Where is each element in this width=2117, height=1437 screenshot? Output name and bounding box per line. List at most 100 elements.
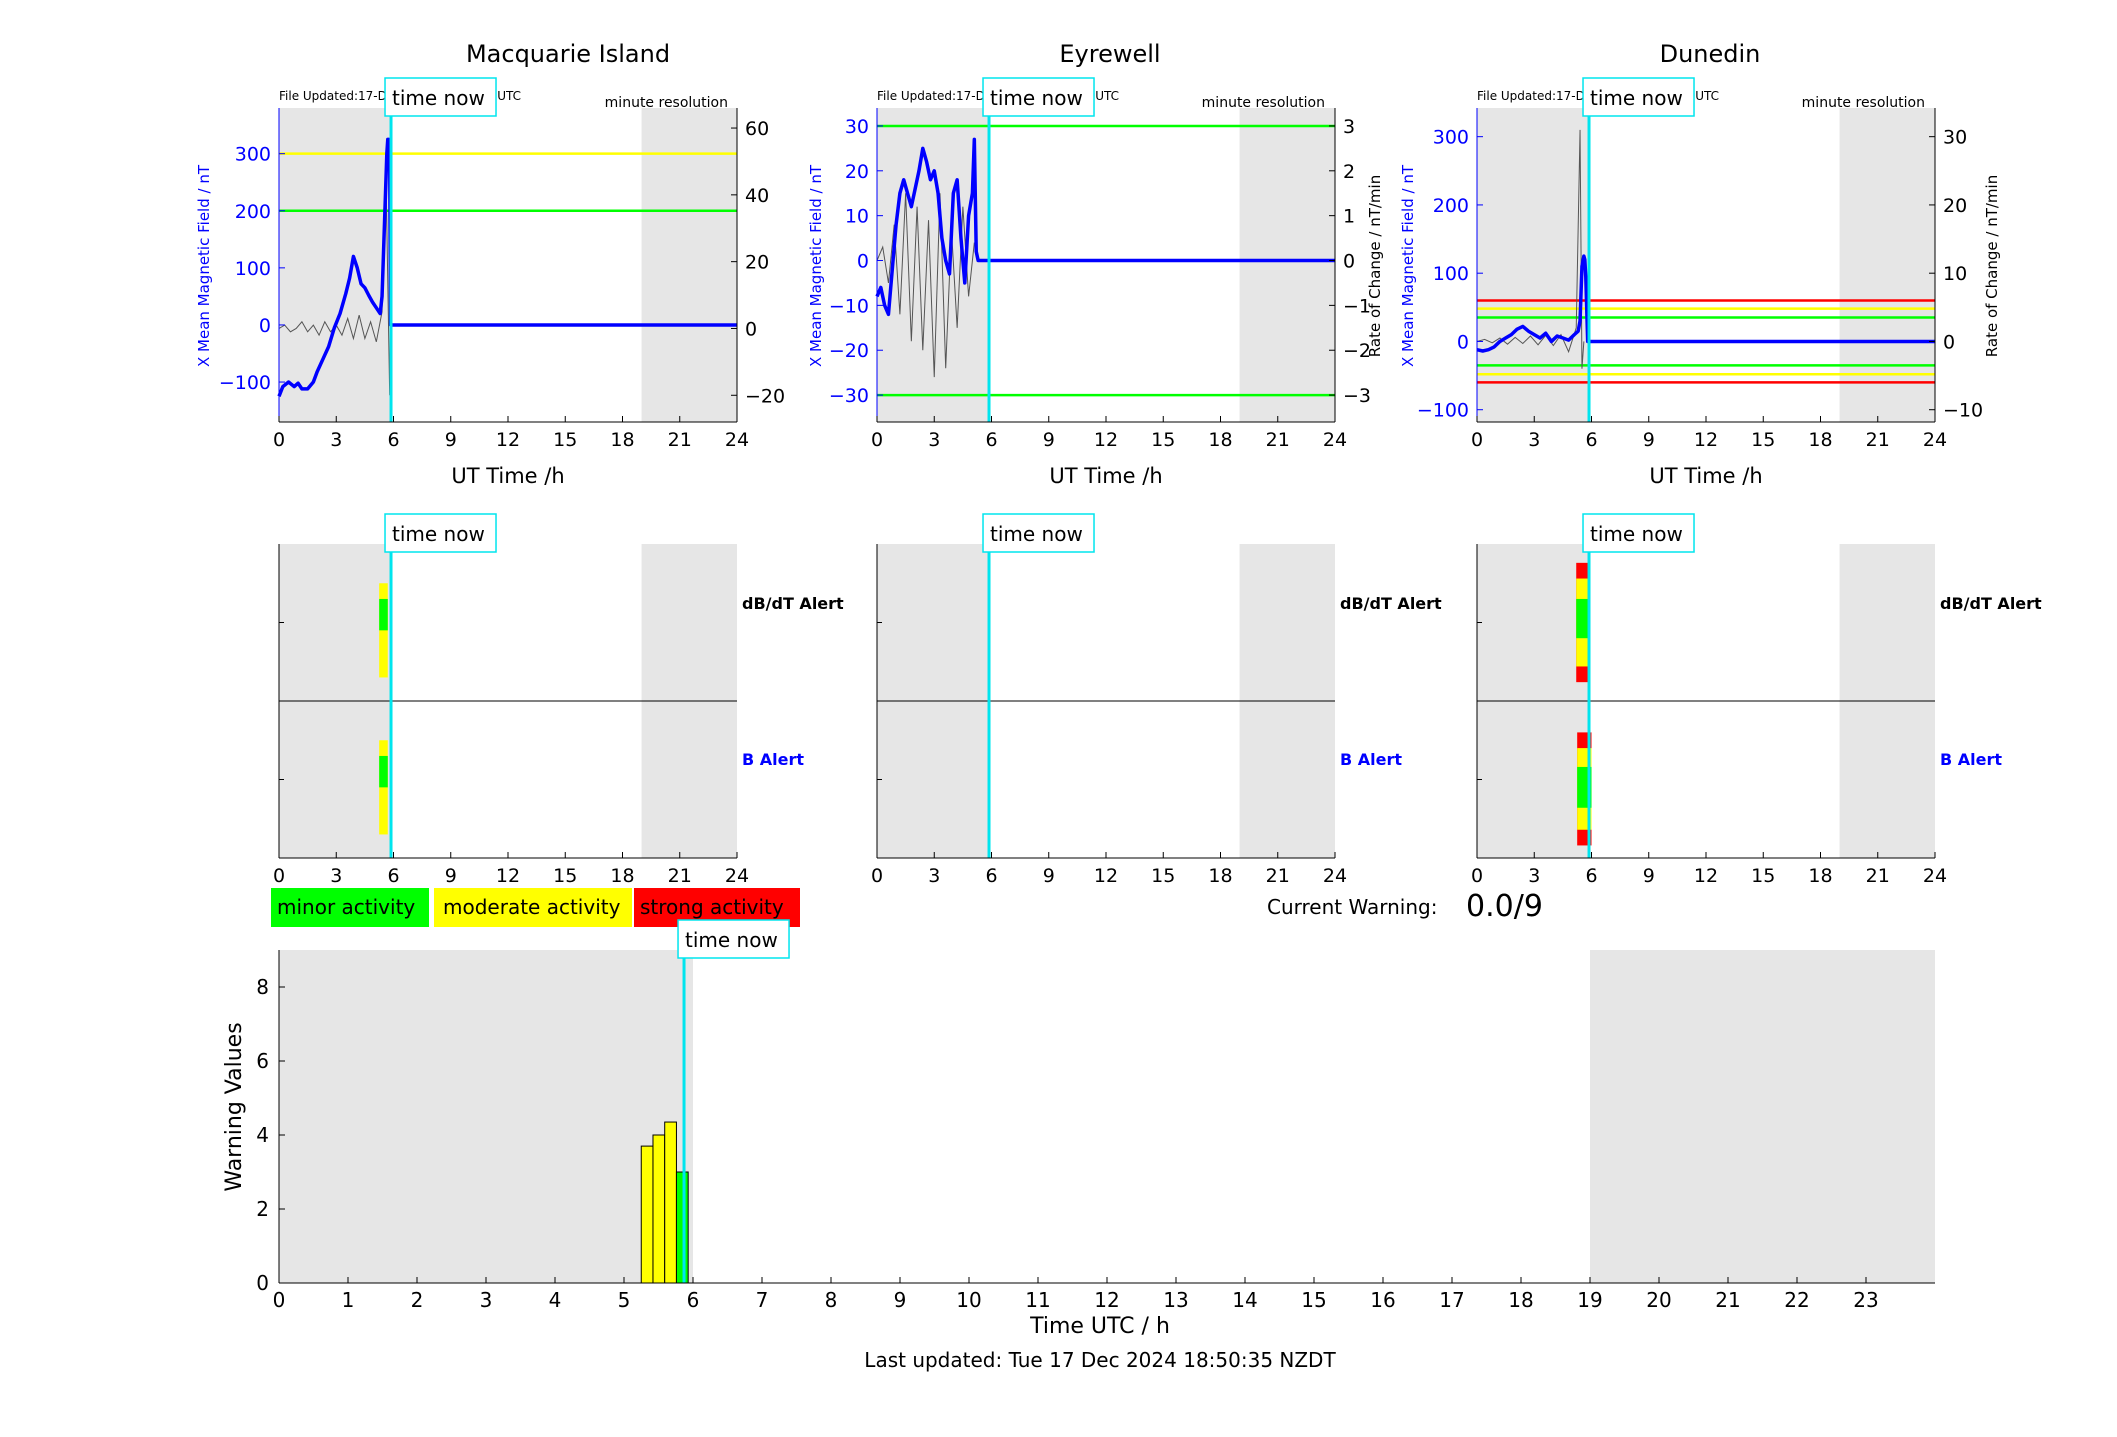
- b-alert-label: B Alert: [1340, 750, 1402, 769]
- y-tick-label: 10: [845, 206, 869, 228]
- x-tick-label: 18: [1808, 429, 1832, 451]
- y2-axis-label: Rate of Change / nT/min: [1366, 175, 1384, 357]
- y-tick-label: 30: [845, 116, 869, 138]
- x-tick-label: 0: [273, 429, 285, 451]
- current-warning-label: Current Warning:: [1267, 895, 1437, 919]
- x-tick-label: 18: [1508, 1288, 1533, 1312]
- x-tick-label: 0: [1471, 865, 1483, 887]
- x-tick-label: 5: [618, 1288, 631, 1312]
- x-tick-label: 13: [1163, 1288, 1188, 1312]
- time-now-box: [384, 513, 497, 553]
- night-shade: [1239, 108, 1335, 422]
- legend-minor-label: minor activity: [277, 895, 415, 919]
- x-tick-label: 3: [480, 1288, 493, 1312]
- y-axis-label: X Mean Magnetic Field / nT: [195, 164, 213, 367]
- resolution-label: minute resolution: [1202, 95, 1325, 111]
- night-shade: [1477, 108, 1588, 422]
- time-now-label: time now: [392, 522, 485, 546]
- dbdt-alert-label: dB/dT Alert: [1340, 594, 1442, 613]
- time-now-box: [982, 513, 1095, 553]
- y-tick-label: −100: [1417, 400, 1469, 422]
- x-tick-label: 15: [553, 865, 577, 887]
- legend-moderate-label: moderate activity: [443, 895, 621, 919]
- x-tick-label: 6: [1585, 429, 1597, 451]
- x-tick-label: 9: [445, 429, 457, 451]
- dbdt-alert-label: dB/dT Alert: [1940, 594, 2042, 613]
- x-tick-label: 6: [985, 865, 997, 887]
- y-tick-label: 100: [1433, 263, 1469, 285]
- y-tick-label: 4: [256, 1123, 269, 1147]
- x-tick-label: 3: [330, 865, 342, 887]
- x-tick-label: 9: [1043, 865, 1055, 887]
- time-now-box: [1582, 513, 1695, 553]
- time-now-box: [384, 77, 497, 117]
- time-now-label: time now: [990, 86, 1083, 110]
- x-axis-label: Time UTC / h: [1029, 1314, 1170, 1339]
- x-axis-label: UT Time /h: [1049, 464, 1162, 488]
- x-tick-label: 9: [445, 865, 457, 887]
- magnetic-field-series: [875, 137, 1335, 317]
- x-tick-label: 18: [610, 865, 634, 887]
- x-tick-label: 15: [1751, 429, 1775, 451]
- x-tick-label: 18: [1208, 865, 1232, 887]
- y2-tick-label: 20: [745, 252, 769, 274]
- y2-tick-label: −20: [745, 385, 785, 407]
- legend-moderate-swatch: [434, 888, 632, 927]
- x-tick-label: 9: [1643, 429, 1655, 451]
- x-tick-label: 15: [1151, 865, 1175, 887]
- magnetic-field-series: [1476, 254, 1935, 353]
- x-tick-label: 0: [871, 429, 883, 451]
- x-tick-label: 21: [668, 429, 692, 451]
- night-shade: [877, 108, 988, 422]
- x-tick-label: 4: [549, 1288, 562, 1312]
- night-shade: [1590, 950, 1935, 1283]
- macquarie-alert-chart: dB/dT Alert B Alert time now 0 3 6 9 12 15 18 21…: [273, 513, 844, 887]
- y-tick-label: 0: [1457, 331, 1469, 353]
- y-tick-label: 200: [1433, 195, 1469, 217]
- alert-level-bar: [379, 755, 388, 788]
- x-tick-label: 15: [553, 429, 577, 451]
- x-tick-label: 15: [1151, 429, 1175, 451]
- x-tick-label: 3: [928, 865, 940, 887]
- x-tick-label: 19: [1577, 1288, 1602, 1312]
- x-axis-label: UT Time /h: [451, 464, 564, 488]
- x-tick-label: 15: [1751, 865, 1775, 887]
- x-tick-label: 6: [387, 429, 399, 451]
- y2-tick-label: −1: [1343, 295, 1371, 317]
- warning-bar: [652, 1134, 666, 1284]
- macquarie-field-chart: Macquarie Island File Updated:17-Dec-202…: [195, 40, 785, 488]
- night-shade: [641, 108, 737, 422]
- y2-tick-label: 30: [1943, 127, 1967, 149]
- x-tick-label: 14: [1232, 1288, 1257, 1312]
- x-tick-label: 18: [1208, 429, 1232, 451]
- x-tick-label: 0: [871, 865, 883, 887]
- x-tick-label: 21: [1866, 865, 1890, 887]
- x-tick-label: 17: [1439, 1288, 1464, 1312]
- x-tick-label: 3: [1528, 865, 1540, 887]
- eyrewell-alert-chart: dB/dT Alert B Alert time now 0 3 6 9 12 15 18 21…: [871, 513, 1442, 887]
- y-tick-label: −10: [829, 295, 869, 317]
- x-tick-label: 3: [1528, 429, 1540, 451]
- y-tick-label: 0: [256, 1271, 269, 1295]
- y-tick-label: 0: [259, 315, 271, 337]
- x-tick-label: 12: [496, 429, 520, 451]
- warning-bar: [640, 1145, 654, 1284]
- y-axis-label: Warning Values: [222, 1022, 247, 1191]
- x-tick-label: 3: [928, 429, 940, 451]
- y2-tick-label: 1: [1343, 206, 1355, 228]
- time-now-box: [1582, 77, 1695, 117]
- y-axis-label: X Mean Magnetic Field / nT: [807, 164, 825, 367]
- resolution-label: minute resolution: [1802, 95, 1925, 111]
- x-tick-label: 21: [1715, 1288, 1740, 1312]
- y2-tick-label: 20: [1943, 195, 1967, 217]
- night-shade: [279, 108, 390, 422]
- rate-of-change-series: [1476, 129, 1585, 369]
- y-tick-label: −20: [829, 340, 869, 362]
- warning-bar: [675, 1171, 689, 1284]
- y2-tick-label: 10: [1943, 263, 1967, 285]
- dbdt-alert-label: dB/dT Alert: [742, 594, 844, 613]
- x-tick-label: 24: [725, 429, 749, 451]
- y-tick-label: 300: [1433, 127, 1469, 149]
- station-title: Dunedin: [1660, 40, 1761, 68]
